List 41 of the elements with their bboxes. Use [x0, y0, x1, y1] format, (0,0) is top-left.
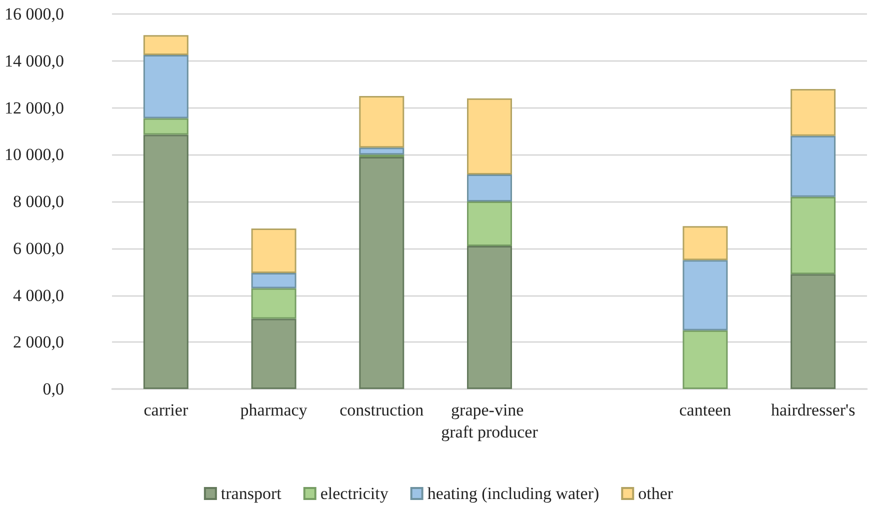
bar [251, 288, 296, 319]
x-tick-label: grape-vine graft producer [441, 400, 538, 442]
bar [359, 148, 404, 155]
y-tick-label: 6 000,0 [13, 238, 64, 258]
bar [143, 35, 188, 56]
y-tick-label: 16 000,0 [4, 4, 64, 24]
bar [359, 96, 404, 148]
y-tick-label: 4 000,0 [13, 286, 64, 305]
bar [467, 98, 512, 175]
bar [143, 118, 188, 135]
x-tick-label: pharmacy [240, 400, 308, 420]
legend-label: transport [220, 484, 282, 503]
bar [143, 134, 188, 389]
y-tick-label: 12 000,0 [4, 98, 64, 118]
bar [467, 174, 512, 202]
bar [790, 136, 836, 197]
y-tick-label: 2 000,0 [13, 332, 64, 352]
bar [467, 202, 512, 246]
bar [790, 89, 836, 136]
x-tick-label: carrier [144, 400, 188, 420]
bar [682, 260, 728, 330]
bar [790, 196, 836, 274]
bar [359, 156, 404, 389]
y-tick-label: 10 000,0 [4, 145, 64, 164]
bar [682, 330, 728, 389]
bar [143, 55, 188, 118]
y-tick-label: 8 000,0 [13, 192, 64, 211]
bar [251, 318, 296, 389]
x-tick-label: hairdresser's [770, 400, 856, 420]
bar [790, 274, 836, 389]
legend-label: electricity [320, 484, 389, 503]
x-tick-label: canteen [679, 400, 732, 420]
bar [251, 228, 296, 273]
bar [251, 272, 296, 288]
legend-label: heating (including water) [427, 484, 600, 503]
legend-label: other [638, 484, 674, 503]
bar [682, 226, 728, 260]
bar [467, 246, 512, 389]
y-tick-label: 0,0 [42, 380, 64, 398]
y-tick-label: 14 000,0 [4, 51, 64, 70]
x-tick-label: construction [340, 400, 424, 420]
